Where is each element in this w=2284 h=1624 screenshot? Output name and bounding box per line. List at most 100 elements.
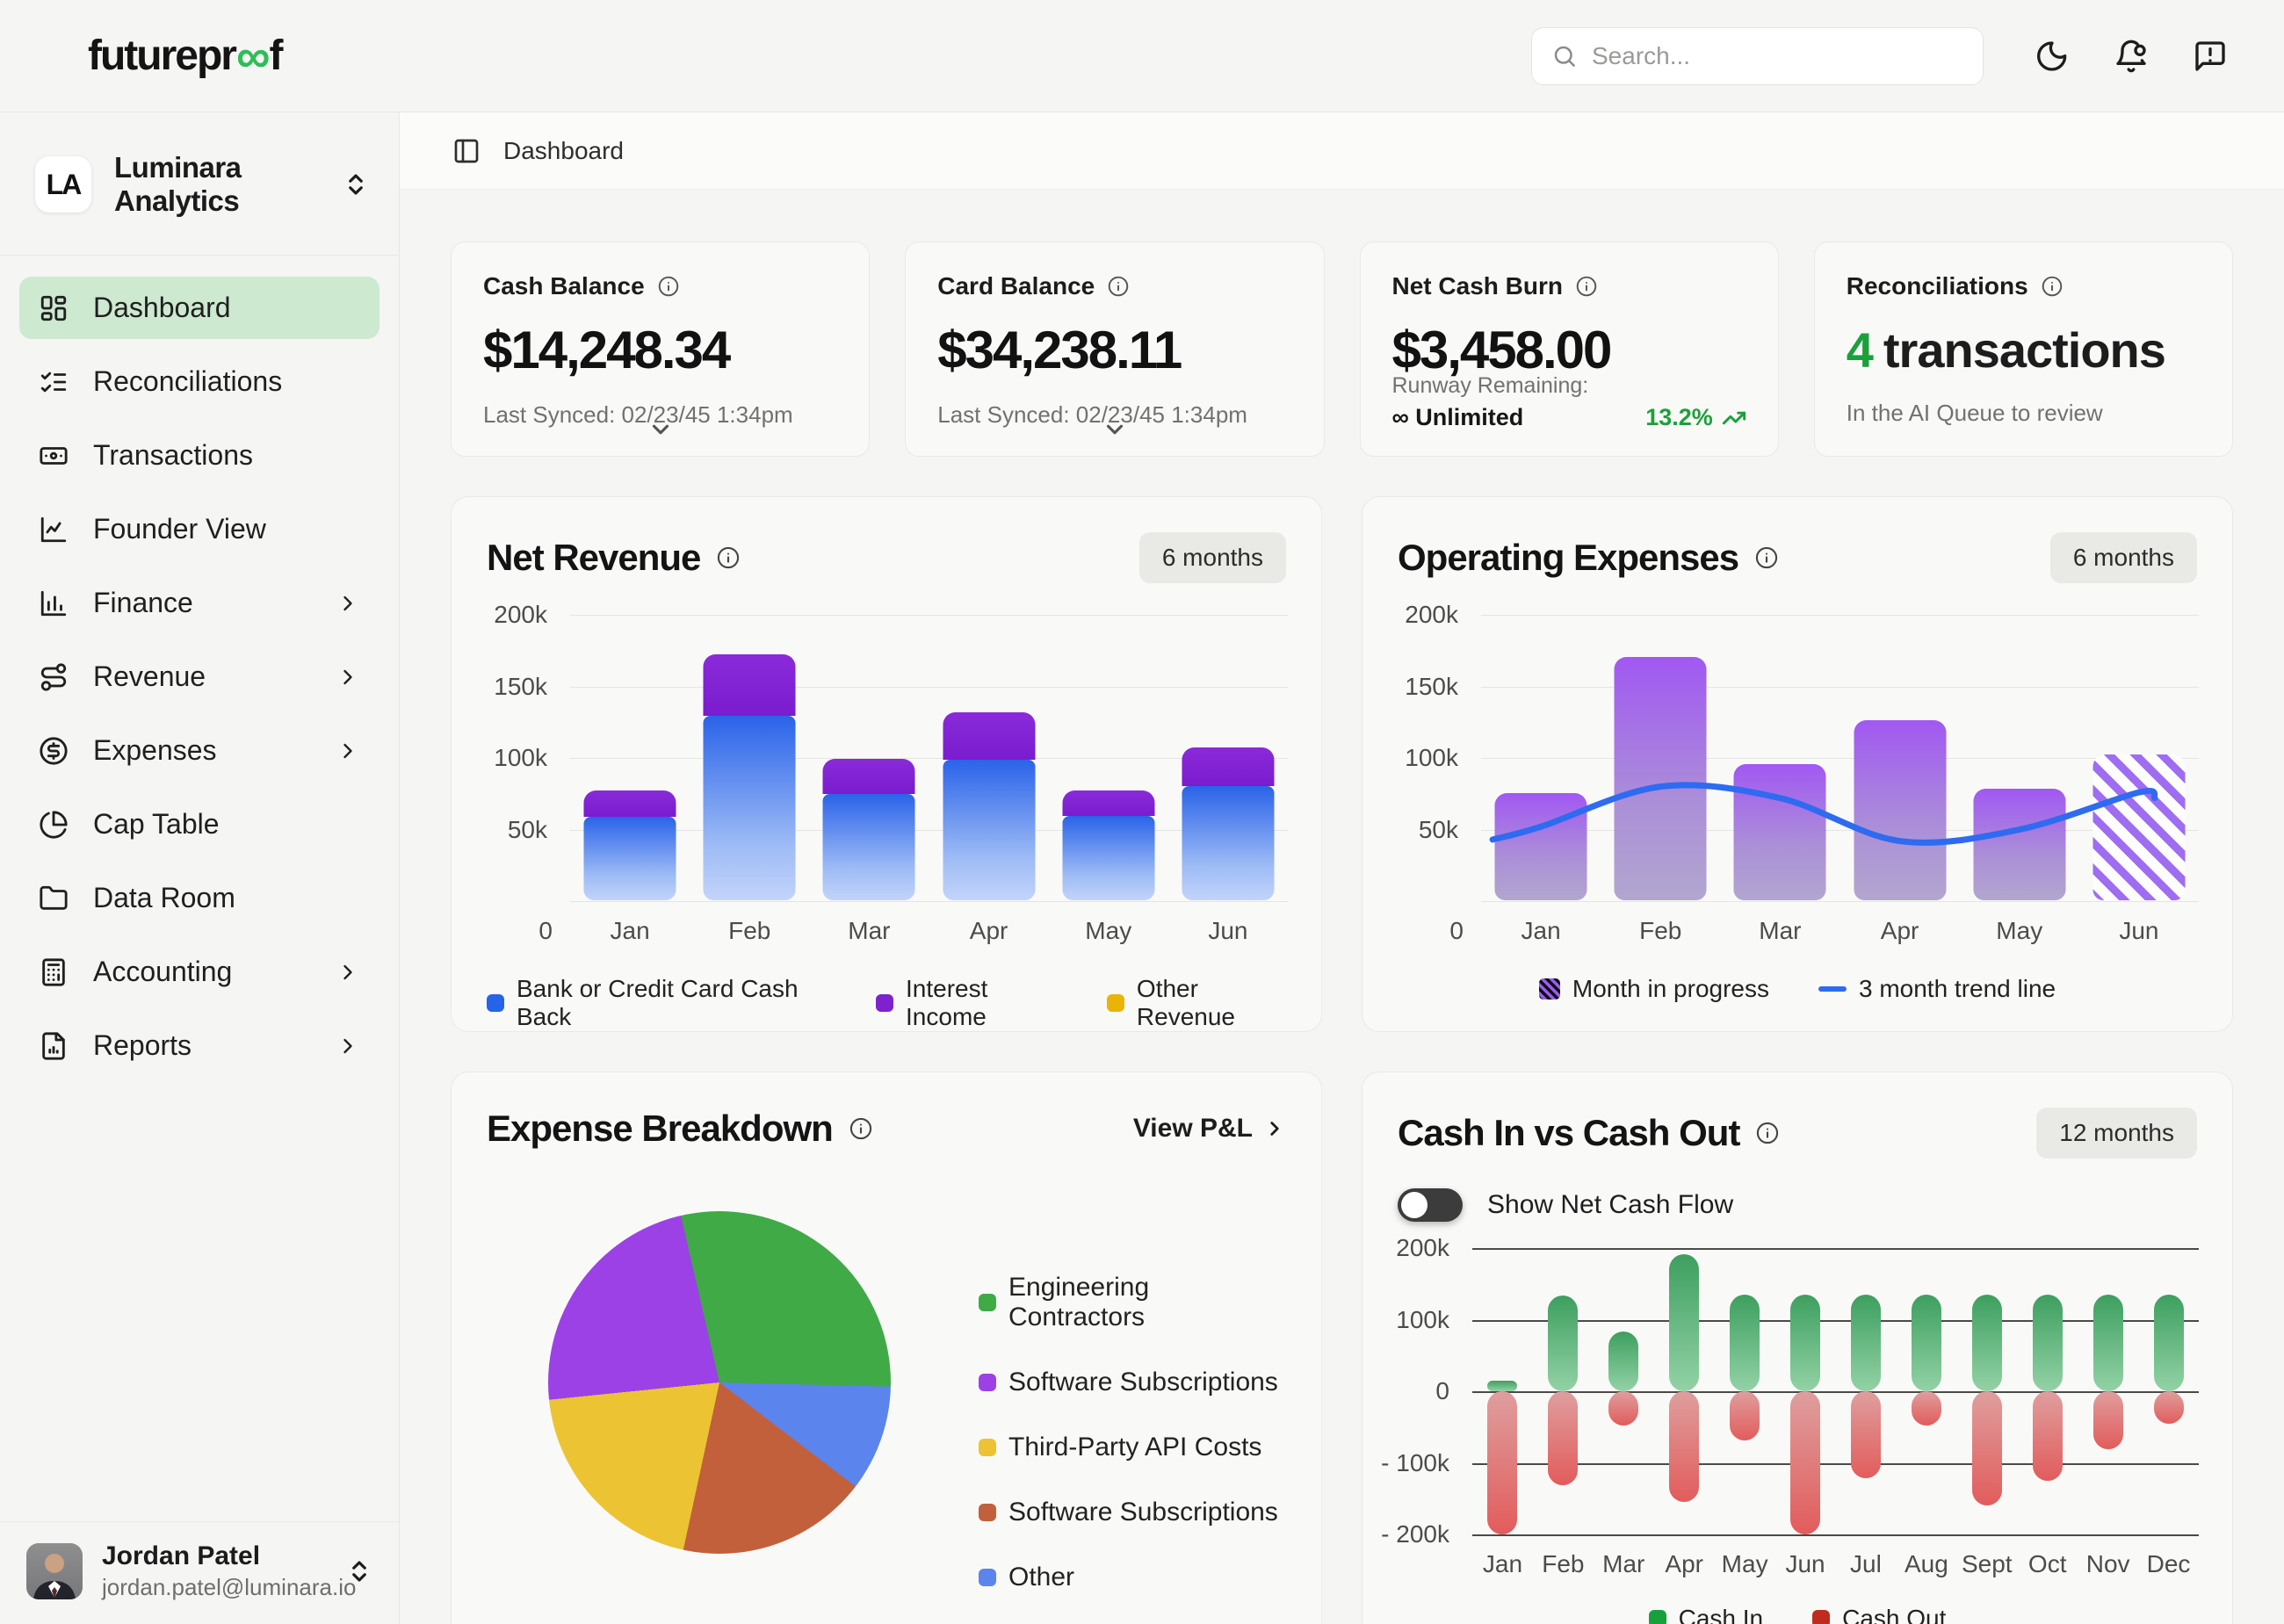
- user-info: Jordan Patel jordan.patel@luminara.io: [102, 1541, 356, 1601]
- toggle-label: Show Net Cash Flow: [1487, 1190, 1734, 1219]
- bar-column-feb: [1614, 656, 1707, 900]
- x-axis-tick: Jun: [2119, 917, 2159, 944]
- sidebar-item-label: Transactions: [93, 439, 253, 471]
- operating-expenses-range-badge[interactable]: 6 months: [2049, 532, 2197, 583]
- gridline: [570, 758, 1288, 759]
- workspace-switcher[interactable]: LA Luminara Analytics: [0, 112, 399, 255]
- bell-dot-icon: [2114, 39, 2149, 74]
- cash-in-bar-oct: [2032, 1294, 2063, 1391]
- legend-item-interest-income: Interest Income: [876, 975, 1058, 1031]
- expense-breakdown-header: Expense Breakdown View P&L: [487, 1108, 1286, 1150]
- search-input[interactable]: [1592, 41, 1963, 70]
- gridline: [570, 686, 1288, 688]
- legend-item-bank-or-credit-card-cash-back: Bank or Credit Card Cash Back: [487, 975, 827, 1031]
- sidebar-item-label: Revenue: [93, 660, 206, 692]
- legend-swatch: [876, 994, 894, 1012]
- panel-left-icon[interactable]: [452, 137, 481, 165]
- info-icon: [716, 545, 741, 570]
- legend-swatch: [979, 1374, 996, 1391]
- x-axis-tick: Aug: [1904, 1550, 1948, 1577]
- sidebar-item-cap-table[interactable]: Cap Table: [19, 793, 379, 855]
- pie-icon: [39, 810, 69, 840]
- cash-in-out-header: Cash In vs Cash Out 12 months: [1398, 1108, 2197, 1158]
- chevron-right-icon: [1263, 1117, 1286, 1140]
- show-net-cash-flow-toggle[interactable]: [1398, 1188, 1463, 1222]
- runway-label: Runway Remaining:: [1391, 373, 1589, 398]
- operating-expenses-card: Operating Expenses 6 months 200k 150k 100k…: [1362, 496, 2233, 1032]
- user-menu[interactable]: Jordan Patel jordan.patel@luminara.io: [0, 1521, 399, 1624]
- breadcrumb-label: Dashboard: [503, 136, 624, 164]
- bar-expenses: [1733, 764, 1826, 900]
- net-revenue-range-badge[interactable]: 6 months: [1138, 532, 1286, 583]
- bar-expenses: [1494, 792, 1587, 900]
- sidebar-item-founder-view[interactable]: Founder View: [19, 498, 379, 560]
- expand-card-button[interactable]: [1102, 416, 1128, 447]
- feedback-button[interactable]: [2193, 39, 2228, 74]
- y-axis-labels: 200k 150k 100k 50k: [1398, 601, 1481, 901]
- search-box[interactable]: [1531, 26, 1984, 85]
- sidebar-item-dashboard[interactable]: Dashboard: [19, 277, 379, 339]
- info-icon: [849, 1116, 873, 1141]
- stat-card-title-row: Cash Balance: [483, 272, 837, 300]
- bar-column-apr: [1854, 719, 1947, 900]
- legend-swatch: [979, 1294, 996, 1311]
- info-icon: [1754, 545, 1779, 570]
- file-chart-icon: [39, 1031, 69, 1061]
- legend-swatch: [979, 1569, 996, 1586]
- sidebar-item-reports[interactable]: Reports: [19, 1014, 379, 1077]
- sidebar-item-reconciliations[interactable]: Reconciliations: [19, 350, 379, 413]
- view-pnl-link[interactable]: View P&L: [1133, 1114, 1286, 1144]
- sidebar-item-revenue[interactable]: Revenue: [19, 646, 379, 708]
- sidebar-item-data-room[interactable]: Data Room: [19, 867, 379, 929]
- sidebar-item-accounting[interactable]: Accounting: [19, 941, 379, 1003]
- toggle-knob: [1401, 1192, 1428, 1218]
- legend-item-cash-in: Cash In: [1648, 1605, 1763, 1624]
- cash-in-bar-sept: [1971, 1294, 2002, 1391]
- cash-in-bar-dec: [2153, 1294, 2184, 1391]
- bar-segment-interest-income: [822, 758, 915, 795]
- operating-expenses-legend: Month in progress 3 month trend line: [1398, 975, 2197, 1003]
- x-axis-tick: Dec: [2146, 1550, 2191, 1577]
- legend-item-software-subscriptions-3: Software Subscriptions: [979, 1498, 1286, 1527]
- legend-swatch: [487, 994, 504, 1012]
- bar-month-in-progress: [2092, 754, 2186, 900]
- gridline: [570, 615, 1288, 616]
- y-axis-tick: 0: [1435, 1377, 1449, 1404]
- sidebar-item-finance[interactable]: Finance: [19, 572, 379, 634]
- x-axis-tick: Feb: [728, 917, 771, 944]
- cash-in-bar-feb: [1548, 1295, 1579, 1391]
- stat-card-title: Card Balance: [937, 272, 1095, 300]
- workspace-logo: LA: [35, 156, 91, 213]
- operating-expenses-chart: 200k 150k 100k 50k 0 Jan Feb Mar Apr May Jun Month …: [1398, 601, 2199, 1003]
- expand-card-button[interactable]: [647, 416, 674, 447]
- cash-in-bar-jul: [1850, 1294, 1881, 1391]
- sidebar-item-expenses[interactable]: Expenses: [19, 719, 379, 782]
- notifications-button[interactable]: [2114, 39, 2149, 74]
- chevrons-up-down-icon: [343, 171, 369, 198]
- sidebar-item-transactions[interactable]: Transactions: [19, 424, 379, 487]
- chart-title-text: Net Revenue: [487, 537, 701, 578]
- y-axis-tick: 200k: [1405, 601, 1458, 628]
- user-name: Jordan Patel: [102, 1541, 261, 1570]
- x-axis-tick: Oct: [2027, 1550, 2067, 1577]
- gridline: [1481, 615, 2199, 616]
- info-icon: [1754, 545, 1779, 570]
- sidebar-item-label: Founder View: [93, 513, 266, 545]
- stat-card-subtitle: Last Synced: 02/23/45 1:34pm: [937, 401, 1247, 428]
- x-axis-tick: Apr: [1665, 1550, 1703, 1577]
- logo-text-post: f: [269, 32, 283, 79]
- gridline: [1481, 901, 2199, 902]
- expense-breakdown-chart: Engineering Contractors Software Subscrip…: [487, 1150, 1286, 1592]
- legend-label: Interest Income: [906, 975, 988, 1030]
- legend-item-other-revenue: Other Revenue: [1106, 975, 1286, 1031]
- dark-mode-button[interactable]: [2035, 39, 2070, 74]
- gridline: [1481, 829, 2199, 831]
- x-axis-tick: Mar: [1602, 1550, 1645, 1577]
- bar-expenses: [1614, 656, 1707, 900]
- bar-column-mar: [822, 758, 915, 900]
- x-axis-tick: Apr: [1880, 917, 1919, 944]
- y-axis-labels: 200k 150k 100k 50k: [487, 601, 570, 901]
- cash-in-out-range-badge[interactable]: 12 months: [2036, 1108, 2197, 1158]
- sidebar-item-label: Dashboard: [93, 292, 231, 323]
- stat-card-cash-balance: Cash Balance $14,248.34 Last Synced: 02/23…: [451, 242, 871, 457]
